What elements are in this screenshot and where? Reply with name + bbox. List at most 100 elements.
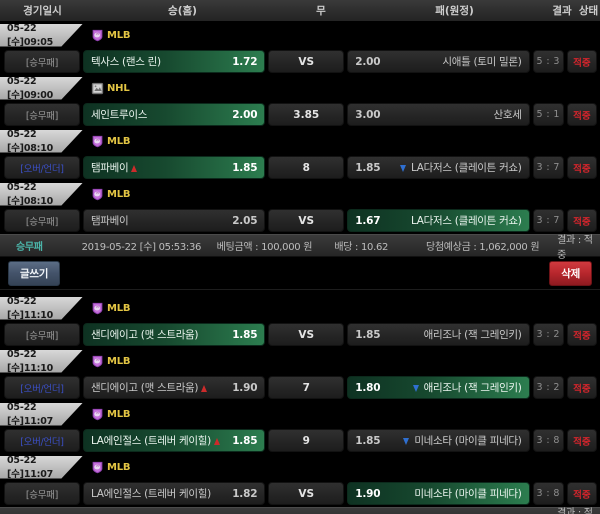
- status-cell: 적중: [566, 103, 597, 126]
- league-row: 05-22 [수]11:07 MLB: [0, 454, 600, 480]
- home-odds-value: 1.85: [232, 161, 258, 174]
- summary-result: 결과 : 적중: [557, 234, 593, 261]
- mlb-shield-icon: [92, 302, 103, 314]
- draw-cell[interactable]: 7: [268, 376, 345, 399]
- score-cell: 3 : 7: [532, 209, 564, 232]
- league-badge: NHL: [91, 82, 130, 95]
- home-odds-cell[interactable]: LA에인절스 (트레버 케이힐) 1.85: [82, 429, 266, 452]
- draw-cell[interactable]: VS: [268, 209, 345, 232]
- header-home: 승(홈): [168, 5, 197, 17]
- home-odds-cell[interactable]: 샌디에이고 (맷 스트라움) 1.90: [82, 376, 266, 399]
- bet-type-cell: [오버/언더]: [4, 429, 80, 452]
- summary-payout: 당첨예상금 : 1,062,000 원: [425, 242, 540, 253]
- league-name: MLB: [107, 29, 131, 41]
- home-odds-cell[interactable]: 탬파베이 1.85: [82, 156, 266, 179]
- home-odds-cell[interactable]: 샌디에이고 (맷 스트라움) 1.85: [82, 323, 266, 346]
- away-odds-cell[interactable]: 1.85 LA다저스 (클레이튼 커쇼): [347, 156, 530, 179]
- status-cell: 적중: [566, 376, 597, 399]
- match-group: 05-22 [수]08:10 MLB [오버/언더] 탬파베이 1.85 8 1.85 LA다…: [0, 128, 600, 181]
- draw-cell[interactable]: VS: [268, 482, 345, 505]
- league-row: 05-22 [수]11:10 MLB: [0, 295, 600, 321]
- delete-button[interactable]: 삭제: [549, 260, 592, 286]
- bet-type-cell: [오버/언더]: [4, 156, 80, 179]
- league-row: 05-22 [수]09:00 NHL: [0, 75, 600, 101]
- home-odds-value: 1.85: [232, 434, 258, 447]
- match-datetime-tag: 05-22 [수]11:07: [0, 455, 83, 479]
- status-cell: 적중: [566, 482, 597, 505]
- odds-row: [오버/언더] LA에인절스 (트레버 케이힐) 1.85 9 1.85 미네소타 (마이…: [0, 427, 600, 454]
- arrow-down-icon: [403, 437, 410, 445]
- match-group: 05-22 [수]11:07 MLB [승무패] LA에인절스 (트레버 케이힐) 1.…: [0, 454, 600, 507]
- draw-cell[interactable]: 3.85: [268, 103, 345, 126]
- arrow-up-icon: [131, 164, 138, 172]
- header-result: 결과: [552, 5, 572, 17]
- odds-row: [승무패] LA에인절스 (트레버 케이힐) 1.82 VS 1.90 미네소타 (마이클…: [0, 480, 600, 507]
- home-odds-cell[interactable]: LA에인절스 (트레버 케이힐) 1.82: [82, 482, 266, 505]
- odds-row: [오버/언더] 샌디에이고 (맷 스트라움) 1.90 7 1.80 애리조나 (잭 그레…: [0, 374, 600, 401]
- match-group: 05-22 [수]09:00 NHL [승무패] 세인트루이스 2.00 3.85 3.00…: [0, 75, 600, 128]
- table-header: 경기일시 승(홈) 무 패(원정) 결과 상태: [0, 0, 600, 22]
- away-odds-value: 1.90: [355, 487, 381, 500]
- away-team-name: 미네소타 (마이클 피네다): [380, 433, 522, 448]
- away-odds-cell[interactable]: 2.00 시애틀 (토미 밀론): [347, 50, 530, 73]
- league-name: MLB: [107, 135, 131, 147]
- mlb-shield-icon: [92, 135, 103, 147]
- home-odds-value: 1.82: [232, 487, 258, 500]
- away-odds-value: 1.85: [355, 434, 381, 447]
- away-team-name: 애리조나 (잭 그레인키): [380, 380, 522, 395]
- match-group: 05-22 [수]11:07 MLB [오버/언더] LA에인절스 (트레버 케이힐)…: [0, 401, 600, 454]
- away-team-name: 산호세: [493, 109, 522, 121]
- league-name: MLB: [107, 461, 131, 473]
- draw-cell[interactable]: VS: [268, 323, 345, 346]
- home-odds-value: 1.72: [232, 55, 258, 68]
- draw-cell[interactable]: 9: [268, 429, 345, 452]
- match-datetime-tag: 05-22 [수]11:07: [0, 402, 83, 426]
- league-badge: MLB: [91, 461, 131, 474]
- match-group: 05-22 [수]11:10 MLB [오버/언더] 샌디에이고 (맷 스트라움) 1.…: [0, 348, 600, 401]
- nhl-shield-icon: [91, 82, 104, 94]
- bet-type-cell: [승무패]: [4, 482, 80, 505]
- summary-actions: 글쓰기 삭제: [0, 257, 600, 290]
- league-name: MLB: [107, 355, 131, 367]
- away-odds-cell[interactable]: 3.00 산호세: [347, 103, 530, 126]
- league-row: 05-22 [수]11:07 MLB: [0, 401, 600, 427]
- mlb-shield-icon: [92, 408, 103, 420]
- away-odds-cell[interactable]: 1.85 미네소타 (마이클 피네다): [347, 429, 530, 452]
- home-odds-cell[interactable]: 탬파베이 2.05: [82, 209, 266, 232]
- league-name: MLB: [107, 188, 131, 200]
- arrow-up-icon: [213, 437, 220, 445]
- league-badge: MLB: [91, 188, 131, 201]
- home-odds-cell[interactable]: 텍사스 (랜스 린) 1.72: [82, 50, 266, 73]
- away-odds-cell[interactable]: 1.90 미네소타 (마이클 피네다): [347, 482, 530, 505]
- home-odds-cell[interactable]: 세인트루이스 2.00: [82, 103, 266, 126]
- bet-type-cell: [승무패]: [4, 103, 80, 126]
- status-cell: 적중: [566, 156, 597, 179]
- away-odds-value: 1.85: [355, 161, 381, 174]
- bet-type-cell: [승무패]: [4, 323, 80, 346]
- league-badge: MLB: [91, 408, 131, 421]
- away-team-name: LA다저스 (클레이튼 커쇼): [380, 160, 522, 175]
- score-cell: 3 : 8: [532, 482, 564, 505]
- home-odds-value: 2.00: [232, 108, 258, 121]
- league-badge: MLB: [91, 29, 131, 42]
- away-odds-value: 3.00: [355, 108, 381, 121]
- league-name: MLB: [107, 408, 131, 420]
- status-cell: 적중: [566, 323, 597, 346]
- home-odds-value: 2.05: [232, 214, 258, 227]
- away-odds-cell[interactable]: 1.67 LA다저스 (클레이튼 커쇼): [347, 209, 530, 232]
- score-cell: 5 : 1: [532, 103, 564, 126]
- away-odds-cell[interactable]: 1.85 애리조나 (잭 그레인키): [347, 323, 530, 346]
- score-cell: 3 : 2: [532, 376, 564, 399]
- match-group: 05-22 [수]08:10 MLB [승무패] 탬파베이 2.05 VS 1.67 LA다저…: [0, 181, 600, 234]
- draw-cell[interactable]: 8: [268, 156, 345, 179]
- away-odds-value: 2.00: [355, 55, 381, 68]
- home-team-name: 탬파베이: [90, 215, 129, 227]
- away-team-name: 시애틀 (토미 밀론): [442, 56, 522, 68]
- write-button[interactable]: 글쓰기: [8, 260, 61, 286]
- away-odds-value: 1.80: [355, 381, 381, 394]
- league-row: 05-22 [수]08:10 MLB: [0, 181, 600, 207]
- away-odds-cell[interactable]: 1.80 애리조나 (잭 그레인키): [347, 376, 530, 399]
- draw-cell[interactable]: VS: [268, 50, 345, 73]
